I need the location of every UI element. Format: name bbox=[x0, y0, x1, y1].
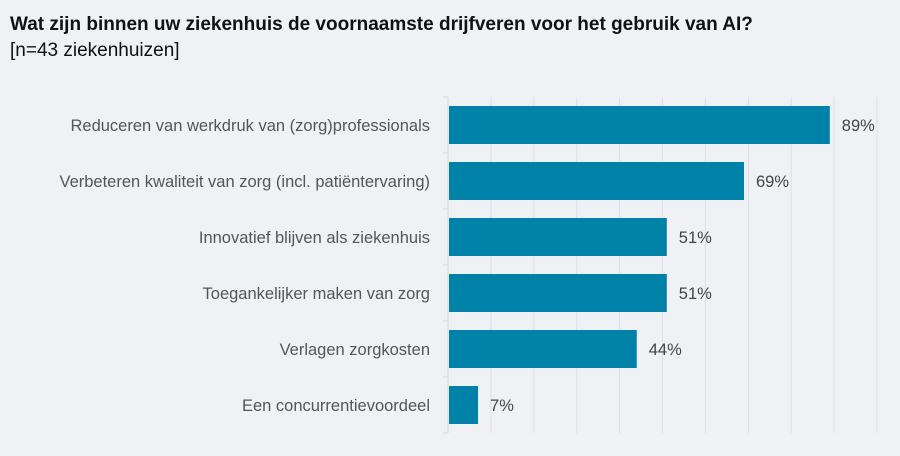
bar bbox=[449, 106, 830, 144]
data-label: 7% bbox=[490, 397, 514, 415]
category-label: Toegankelijker maken van zorg bbox=[203, 285, 430, 303]
category-label: Een concurrentievoordeel bbox=[242, 397, 430, 415]
bar bbox=[449, 274, 667, 312]
chart-subtitle: [n=43 ziekenhuizen] bbox=[10, 40, 180, 61]
category-label: Verlagen zorgkosten bbox=[280, 341, 430, 359]
data-label: 69% bbox=[756, 173, 789, 191]
category-label: Innovatief blijven als ziekenhuis bbox=[199, 229, 430, 247]
data-label: 51% bbox=[679, 229, 712, 247]
category-label: Verbeteren kwaliteit van zorg (incl. pat… bbox=[59, 173, 430, 191]
data-label: 89% bbox=[842, 117, 875, 135]
chart-title: Wat zijn binnen uw ziekenhuis de voornaa… bbox=[10, 14, 753, 35]
bar bbox=[449, 218, 667, 256]
data-label: 51% bbox=[679, 285, 712, 303]
bar bbox=[449, 162, 745, 200]
data-label: 44% bbox=[649, 341, 682, 359]
category-label: Reduceren van werkdruk van (zorg)profess… bbox=[70, 117, 430, 135]
bar bbox=[449, 330, 637, 368]
bar bbox=[449, 386, 479, 424]
